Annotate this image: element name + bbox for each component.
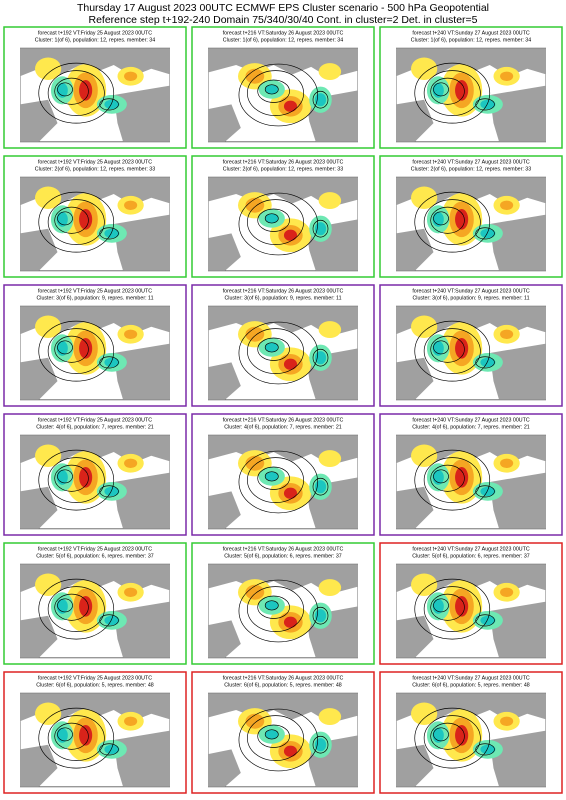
map (20, 176, 170, 272)
panel: forecast t+240 VT:Sunday 27 August 2023 … (379, 26, 563, 149)
map (396, 563, 546, 659)
panel-cluster: Cluster: 4(of 6), population: 7, repres.… (36, 424, 154, 430)
panel-forecast: forecast t+240 VT:Sunday 27 August 2023 … (412, 159, 530, 165)
panel-forecast: forecast t+192 VT:Friday 25 August 2023 … (38, 30, 152, 36)
panel: forecast t+216 VT:Saturday 26 August 202… (191, 155, 375, 278)
panel-cluster: Cluster: 3(of 6), population: 9, repres.… (36, 295, 153, 301)
panel-cluster: Cluster: 6(of 6), population: 5, repres.… (224, 682, 342, 688)
panel-cluster: Cluster: 4(of 6), population: 7, repres.… (412, 424, 530, 430)
panel-forecast: forecast t+192 VT:Friday 25 August 2023 … (38, 675, 152, 681)
panel-forecast: forecast t+192 VT:Friday 25 August 2023 … (38, 288, 152, 294)
map (20, 692, 170, 788)
panel: forecast t+240 VT:Sunday 27 August 2023 … (379, 542, 563, 665)
map (208, 434, 358, 530)
panel-cluster: Cluster: 1(of 6), population: 12, repres… (35, 37, 155, 43)
panel-cluster: Cluster: 3(of 6), population: 9, repres.… (224, 295, 341, 301)
panel-cluster: Cluster: 5(of 6), population: 6, repres.… (36, 553, 154, 559)
panel: forecast t+192 VT:Friday 25 August 2023 … (3, 284, 187, 407)
map (396, 305, 546, 401)
panel-forecast: forecast t+216 VT:Saturday 26 August 202… (223, 417, 344, 423)
panel-forecast: forecast t+240 VT:Sunday 27 August 2023 … (412, 288, 530, 294)
panel-cluster: Cluster: 3(of 6), population: 9, repres.… (412, 295, 529, 301)
panel-forecast: forecast t+240 VT:Sunday 27 August 2023 … (412, 30, 530, 36)
map (20, 305, 170, 401)
title-line-2: Reference step t+192-240 Domain 75/340/3… (88, 14, 477, 26)
panel: forecast t+240 VT:Sunday 27 August 2023 … (379, 413, 563, 536)
map (208, 692, 358, 788)
map (208, 47, 358, 143)
panel: forecast t+192 VT:Friday 25 August 2023 … (3, 413, 187, 536)
panel-forecast: forecast t+240 VT:Sunday 27 August 2023 … (412, 675, 530, 681)
map (20, 563, 170, 659)
panel-cluster: Cluster: 1(of 6), population: 12, repres… (411, 37, 531, 43)
panel: forecast t+216 VT:Saturday 26 August 202… (191, 284, 375, 407)
map (20, 47, 170, 143)
panel-cluster: Cluster: 4(of 6), population: 7, repres.… (224, 424, 342, 430)
panel-forecast: forecast t+216 VT:Saturday 26 August 202… (223, 30, 344, 36)
panel-forecast: forecast t+216 VT:Saturday 26 August 202… (223, 288, 344, 294)
panel: forecast t+240 VT:Sunday 27 August 2023 … (379, 155, 563, 278)
panel-forecast: forecast t+192 VT:Friday 25 August 2023 … (38, 546, 152, 552)
map (208, 563, 358, 659)
panel: forecast t+240 VT:Sunday 27 August 2023 … (379, 284, 563, 407)
panel-cluster: Cluster: 2(of 6), population: 12, repres… (411, 166, 531, 172)
panel-cluster: Cluster: 2(of 6), population: 12, repres… (223, 166, 343, 172)
map (396, 47, 546, 143)
title-line-1: Thursday 17 August 2023 00UTC ECMWF EPS … (77, 2, 489, 14)
panel-cluster: Cluster: 6(of 6), population: 5, repres.… (36, 682, 154, 688)
panel-cluster: Cluster: 5(of 6), population: 6, repres.… (224, 553, 342, 559)
panel: forecast t+192 VT:Friday 25 August 2023 … (3, 26, 187, 149)
panel: forecast t+216 VT:Saturday 26 August 202… (191, 26, 375, 149)
panel-forecast: forecast t+192 VT:Friday 25 August 2023 … (38, 417, 152, 423)
panel-forecast: forecast t+216 VT:Saturday 26 August 202… (223, 675, 344, 681)
panel-cluster: Cluster: 2(of 6), population: 12, repres… (35, 166, 155, 172)
panel-forecast: forecast t+240 VT:Sunday 27 August 2023 … (412, 417, 530, 423)
panel-cluster: Cluster: 6(of 6), population: 5, repres.… (412, 682, 530, 688)
panel-forecast: forecast t+216 VT:Saturday 26 August 202… (223, 159, 344, 165)
map (396, 176, 546, 272)
panel-forecast: forecast t+216 VT:Saturday 26 August 202… (223, 546, 344, 552)
map (20, 434, 170, 530)
map (396, 434, 546, 530)
map (396, 692, 546, 788)
panel: forecast t+216 VT:Saturday 26 August 202… (191, 542, 375, 665)
panel-forecast: forecast t+240 VT:Sunday 27 August 2023 … (412, 546, 530, 552)
panel-cluster: Cluster: 1(of 6), population: 12, repres… (223, 37, 343, 43)
panel: forecast t+192 VT:Friday 25 August 2023 … (3, 542, 187, 665)
map (208, 176, 358, 272)
panel: forecast t+240 VT:Sunday 27 August 2023 … (379, 671, 563, 794)
panel: forecast t+216 VT:Saturday 26 August 202… (191, 671, 375, 794)
panel: forecast t+192 VT:Friday 25 August 2023 … (3, 155, 187, 278)
panel: forecast t+192 VT:Friday 25 August 2023 … (3, 671, 187, 794)
map (208, 305, 358, 401)
panel-cluster: Cluster: 5(of 6), population: 6, repres.… (412, 553, 530, 559)
panel: forecast t+216 VT:Saturday 26 August 202… (191, 413, 375, 536)
panel-forecast: forecast t+192 VT:Friday 25 August 2023 … (38, 159, 152, 165)
